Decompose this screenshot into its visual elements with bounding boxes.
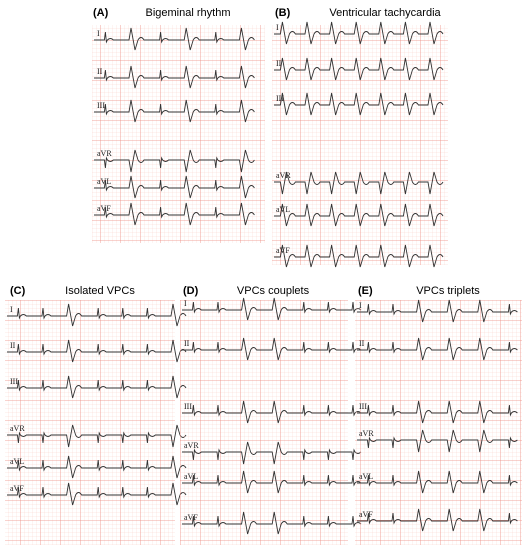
ecg-grid — [355, 300, 522, 545]
panel-letter: (B) — [275, 7, 291, 19]
lead-label: aVL — [97, 177, 111, 186]
ecg-trace — [94, 65, 255, 89]
ecg-trace — [274, 57, 444, 81]
lead-label: II — [184, 339, 190, 348]
ecg-grid — [5, 300, 175, 545]
ecg-trace — [7, 339, 187, 363]
panel-title: VPCs triplets — [416, 285, 480, 297]
lead-label: III — [276, 94, 284, 103]
ecg-trace — [7, 455, 187, 479]
ecg-trace — [94, 175, 255, 199]
ecg-grid — [92, 25, 265, 243]
lead-label: I — [184, 299, 187, 308]
ecg-trace — [94, 27, 255, 51]
panel-title: VPCs couplets — [237, 285, 310, 297]
lead-label: III — [97, 101, 105, 110]
lead-label: I — [10, 305, 13, 314]
ecg-trace — [357, 337, 518, 361]
panel-letter: (C) — [10, 285, 26, 297]
lead-label: aVL — [10, 457, 24, 466]
lead-label: III — [10, 377, 18, 386]
lead-label: III — [184, 402, 192, 411]
lead-label: III — [359, 402, 367, 411]
lead-label: II — [97, 67, 103, 76]
ecg-trace — [94, 149, 255, 173]
lead-label: I — [276, 23, 279, 32]
ecg-trace — [182, 297, 362, 321]
ecg-trace — [274, 244, 444, 268]
ecg-trace — [357, 400, 518, 424]
lead-label: aVL — [184, 472, 198, 481]
panel-title: Isolated VPCs — [65, 285, 135, 297]
ecg-trace — [7, 375, 187, 399]
ecg-trace — [94, 202, 255, 226]
lead-label: aVF — [97, 204, 111, 213]
ecg-trace — [357, 299, 518, 323]
ecg-trace — [7, 424, 187, 448]
lead-label: aVR — [184, 441, 199, 450]
lead-label: aVF — [10, 484, 24, 493]
lead-label: aVR — [10, 424, 25, 433]
lead-label: aVF — [359, 510, 373, 519]
lead-label: aVF — [184, 513, 198, 522]
panel-letter: (D) — [183, 285, 199, 297]
lead-label: I — [359, 301, 362, 310]
panel-letter: (A) — [93, 7, 109, 19]
panel-letter: (E) — [358, 285, 373, 297]
ecg-trace — [274, 92, 444, 116]
ecg-trace — [182, 511, 362, 535]
lead-label: I — [97, 29, 100, 38]
ecg-trace — [274, 203, 444, 227]
ecg-trace — [182, 337, 362, 361]
panel-title: Bigeminal rhythm — [146, 7, 231, 19]
ecg-trace — [357, 470, 518, 494]
lead-label: II — [10, 341, 16, 350]
lead-label: aVL — [359, 472, 373, 481]
ecg-trace — [7, 303, 187, 327]
ecg-trace — [357, 429, 518, 453]
ecg-trace — [274, 21, 444, 45]
lead-label: aVR — [97, 149, 112, 158]
panel-title: Ventricular tachycardia — [329, 7, 441, 19]
ecg-trace — [357, 508, 518, 532]
lead-label: II — [359, 339, 365, 348]
ecg-trace — [7, 482, 187, 506]
ecg-grid — [180, 300, 348, 545]
ecg-grid — [272, 25, 448, 265]
ecg-trace — [182, 441, 362, 465]
lead-label: aVR — [359, 429, 374, 438]
lead-label: aVR — [276, 171, 291, 180]
ecg-trace — [182, 400, 362, 424]
lead-label: II — [276, 59, 282, 68]
ecg-trace — [94, 99, 255, 123]
ecg-trace — [274, 171, 444, 195]
ecg-trace — [182, 470, 362, 494]
